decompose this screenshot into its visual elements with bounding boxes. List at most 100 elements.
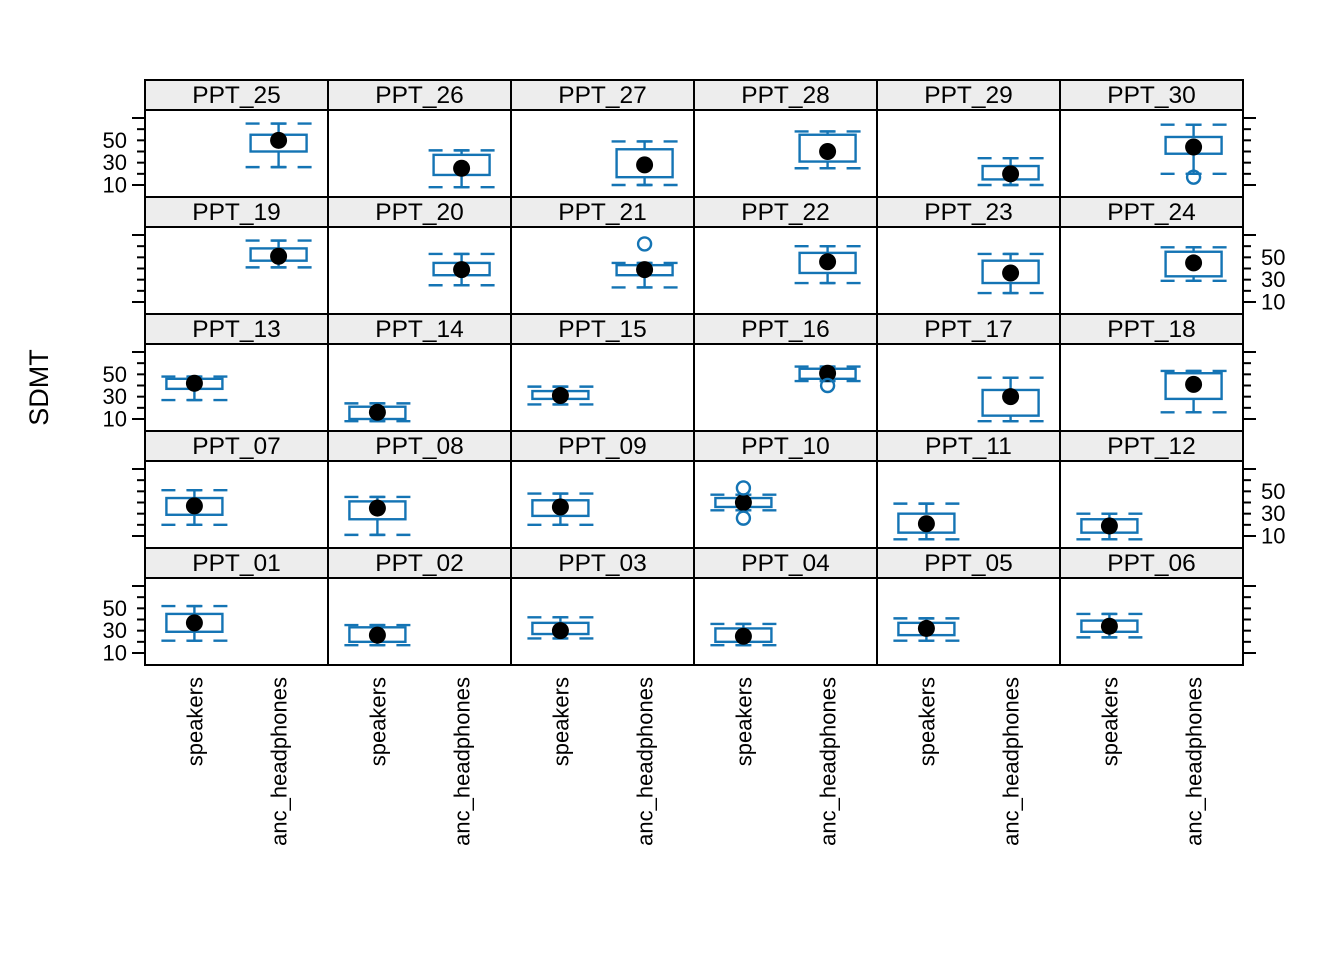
facet-panel-PPT_10 <box>693 460 878 549</box>
boxplot-PPT_13 <box>161 374 228 402</box>
y-axis-tick-label: 10 <box>1261 290 1285 315</box>
boxplot-PPT_03 <box>527 616 594 640</box>
y-axis-tick-label: 10 <box>103 407 127 432</box>
facet-strip-PPT_21 <box>510 196 695 228</box>
facet-strip-PPT_12 <box>1059 430 1244 462</box>
boxplot-PPT_08 <box>344 495 411 537</box>
boxplot-PPT_23 <box>977 252 1044 295</box>
outlier-point <box>819 377 836 394</box>
facet-strip-label-PPT_13: PPT_13 <box>192 316 281 343</box>
facet-strip-label-PPT_01: PPT_01 <box>192 550 281 577</box>
facet-strip-label-PPT_29: PPT_29 <box>924 82 1013 109</box>
boxplot-PPT_21 <box>611 236 678 289</box>
x-category-label-anc_headphones: anc_headphones <box>1182 677 1207 846</box>
x-category-label-anc_headphones: anc_headphones <box>999 677 1024 846</box>
facet-strip-label-PPT_16: PPT_16 <box>741 316 830 343</box>
facet-panel-PPT_19 <box>144 226 329 315</box>
median-dot <box>1002 388 1020 406</box>
facet-panel-PPT_17 <box>876 343 1061 432</box>
facet-strip-label-PPT_06: PPT_06 <box>1107 550 1196 577</box>
y-axis-tick-label: 10 <box>103 173 127 198</box>
boxplot-PPT_01 <box>161 604 228 642</box>
boxplot-PPT_04 <box>710 622 777 647</box>
facet-strip-label-PPT_24: PPT_24 <box>1107 199 1196 226</box>
outlier-point <box>735 480 752 496</box>
facet-strip-PPT_01 <box>144 547 329 579</box>
median-dot <box>270 247 288 265</box>
facet-strip-label-PPT_21: PPT_21 <box>558 199 647 226</box>
median-dot <box>1185 254 1203 272</box>
x-category-label-anc_headphones: anc_headphones <box>450 677 475 846</box>
boxplot-PPT_22 <box>794 244 861 285</box>
facet-strip-label-PPT_09: PPT_09 <box>558 433 647 460</box>
median-dot <box>1002 165 1020 183</box>
facet-strip-label-PPT_03: PPT_03 <box>558 550 647 577</box>
boxplot-PPT_15 <box>527 385 594 406</box>
boxplot-PPT_16 <box>794 364 861 394</box>
facet-panel-PPT_03 <box>510 577 695 666</box>
facet-strip-label-PPT_04: PPT_04 <box>741 550 830 577</box>
boxplot-PPT_19 <box>245 239 312 269</box>
x-category-label-speakers: speakers <box>548 677 573 766</box>
facet-strip-PPT_14 <box>327 313 512 345</box>
facet-strip-label-PPT_23: PPT_23 <box>924 199 1013 226</box>
facet-strip-label-PPT_07: PPT_07 <box>192 433 281 460</box>
median-dot <box>185 497 203 515</box>
median-dot <box>917 515 935 533</box>
boxplot-PPT_25 <box>245 122 312 169</box>
facet-strip-PPT_06 <box>1059 547 1244 579</box>
facet-strip-label-PPT_19: PPT_19 <box>192 199 281 226</box>
median-dot <box>1100 517 1118 535</box>
facet-strip-PPT_13 <box>144 313 329 345</box>
y-axis-tick-label: 10 <box>103 641 127 666</box>
facet-strip-label-PPT_14: PPT_14 <box>375 316 464 343</box>
facet-strip-PPT_19 <box>144 196 329 228</box>
boxplot-PPT_30 <box>1160 123 1227 185</box>
median-dot <box>551 498 569 516</box>
outlier-point <box>1185 169 1202 185</box>
facet-strip-PPT_05 <box>876 547 1061 579</box>
median-dot <box>1185 375 1203 393</box>
facet-strip-label-PPT_12: PPT_12 <box>1107 433 1196 460</box>
facet-strip-label-PPT_22: PPT_22 <box>741 199 830 226</box>
facet-panel-PPT_12 <box>1059 460 1244 549</box>
y-axis-tick-label: 30 <box>1261 267 1285 292</box>
boxplot-PPT_05 <box>893 617 960 642</box>
median-dot <box>819 143 837 160</box>
facet-strip-label-PPT_25: PPT_25 <box>192 82 281 109</box>
median-dot <box>819 364 837 382</box>
median-dot <box>453 159 471 177</box>
facet-strip-PPT_29 <box>876 79 1061 111</box>
median-dot <box>1100 617 1118 635</box>
facet-strip-PPT_16 <box>693 313 878 345</box>
median-dot <box>368 403 386 421</box>
median-dot <box>734 494 752 511</box>
median-dot <box>819 253 837 271</box>
x-category-label-anc_headphones: anc_headphones <box>267 677 292 846</box>
facet-panel-PPT_26 <box>327 109 512 198</box>
y-axis-tick-label: 30 <box>1261 501 1285 526</box>
y-axis-tick-label: 30 <box>103 384 127 409</box>
boxplot-PPT_10 <box>710 480 777 526</box>
facet-strip-label-PPT_26: PPT_26 <box>375 82 464 109</box>
facet-panel-PPT_25 <box>144 109 329 198</box>
y-axis-tick-label: 50 <box>103 128 127 153</box>
y-axis-tick-label: 30 <box>103 150 127 175</box>
facet-strip-label-PPT_08: PPT_08 <box>375 433 464 460</box>
facet-strip-label-PPT_18: PPT_18 <box>1107 316 1196 343</box>
facet-strip-label-PPT_27: PPT_27 <box>558 82 647 109</box>
facet-panel-PPT_04 <box>693 577 878 666</box>
y-axis-tick-label: 30 <box>103 618 127 643</box>
boxplot-PPT_09 <box>527 492 594 527</box>
median-dot <box>453 261 471 279</box>
y-axis-tick-label: 50 <box>103 596 127 621</box>
y-axis-tick-label: 50 <box>103 362 127 387</box>
y-axis-tick-label: 10 <box>1261 524 1285 549</box>
boxplot-PPT_07 <box>161 489 228 527</box>
x-category-label-speakers: speakers <box>1097 677 1122 766</box>
boxplot-PPT_17 <box>977 376 1044 423</box>
x-category-label-speakers: speakers <box>914 677 939 766</box>
facet-panel-PPT_29 <box>876 109 1061 198</box>
